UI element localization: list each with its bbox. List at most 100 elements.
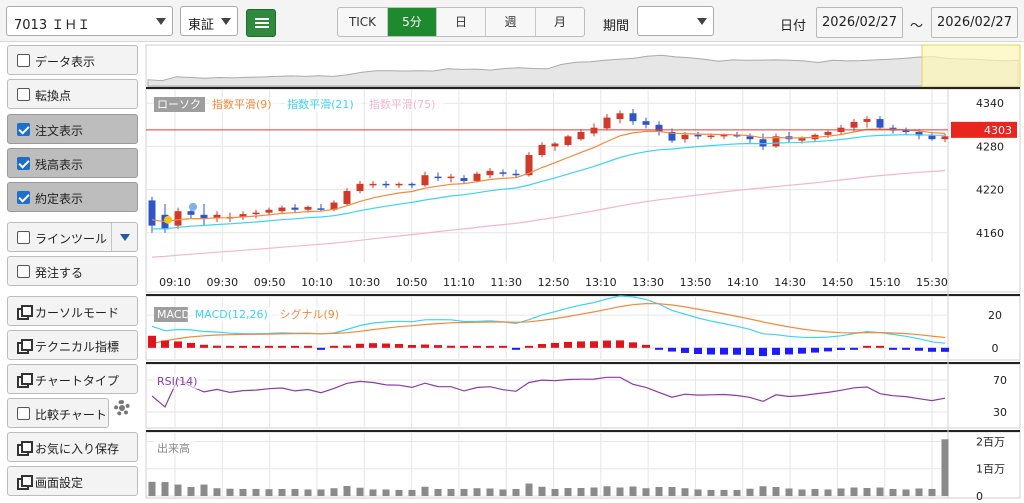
turning-point-toggle[interactable]: 転換点 xyxy=(7,79,138,109)
macd-histogram-bar xyxy=(174,341,182,348)
x-tick-label: 09:50 xyxy=(254,276,286,289)
candle xyxy=(941,136,949,140)
candle xyxy=(148,200,156,226)
side-item-label: 発注する xyxy=(35,266,84,280)
execution-marker[interactable] xyxy=(164,215,172,224)
chevron-down-icon xyxy=(221,18,231,25)
checkbox-checked-icon[interactable] xyxy=(17,191,30,204)
order-display-toggle[interactable]: 注文表示 xyxy=(7,114,138,144)
volume-legend-label: 出来高 xyxy=(157,441,190,455)
checkbox-checked-icon[interactable] xyxy=(17,123,30,136)
interval-5min-button[interactable]: 5分 xyxy=(388,8,437,36)
date-from-input[interactable]: 2026/02/27 xyxy=(816,7,903,38)
y-tick-label: 4280 xyxy=(976,140,1004,153)
volume-bar xyxy=(486,488,494,496)
volume-bar xyxy=(161,482,169,496)
candle xyxy=(421,175,429,186)
macd-histogram-bar xyxy=(161,340,169,348)
candle xyxy=(174,211,182,226)
chart-type-button[interactable]: チャートタイプ xyxy=(7,364,138,394)
y-tick-label: 70 xyxy=(993,374,1007,387)
macd-histogram-bar xyxy=(746,347,754,356)
cursor-mode-button[interactable]: カーソルモード xyxy=(7,296,138,326)
candle xyxy=(382,183,390,186)
candle xyxy=(876,119,884,128)
chevron-down-icon[interactable] xyxy=(111,223,137,251)
date-to-input[interactable]: 2026/02/27 xyxy=(931,7,1018,38)
navigator-selection[interactable] xyxy=(921,44,1021,88)
interval-week-button[interactable]: 週 xyxy=(486,8,536,36)
side-item-label: ラインツール xyxy=(35,232,108,246)
candle xyxy=(928,135,936,140)
data-display-toggle[interactable]: データ表示 xyxy=(7,45,138,75)
side-item-label: 約定表示 xyxy=(35,192,84,206)
price-legend-box xyxy=(209,97,281,112)
volume-bar xyxy=(590,487,598,496)
window-icon xyxy=(17,475,33,490)
volume-bar xyxy=(252,488,260,496)
checkbox-icon[interactable] xyxy=(17,231,30,244)
technical-indicator-button[interactable]: テクニカル指標 xyxy=(7,330,138,360)
navigator-strip[interactable] xyxy=(145,44,1021,88)
macd-histogram-bar xyxy=(369,343,377,348)
candle xyxy=(863,119,871,122)
volume-bar xyxy=(759,486,767,496)
side-panel: データ表示 転換点 注文表示 残高表示 約定表示 ラインツール 発注する カーソ… xyxy=(0,42,144,503)
macd-histogram-bar xyxy=(811,347,819,353)
candle xyxy=(681,134,689,140)
rsi-panel[interactable] xyxy=(145,363,1021,429)
volume-bar xyxy=(434,488,442,496)
price-panel[interactable] xyxy=(145,88,1021,293)
macd-histogram-bar xyxy=(148,335,156,348)
market-select[interactable]: 東証 xyxy=(180,6,238,36)
interval-tick-button[interactable]: TICK xyxy=(338,8,388,36)
screen-settings-button[interactable]: 画面設定 xyxy=(7,466,138,496)
checkbox-icon[interactable] xyxy=(17,407,30,420)
macd-histogram-bar xyxy=(603,340,611,348)
interval-day-button[interactable]: 日 xyxy=(437,8,486,36)
vol-panel[interactable] xyxy=(145,431,1021,499)
macd-panel[interactable] xyxy=(145,295,1021,361)
gear-icon[interactable] xyxy=(114,400,130,416)
macd-histogram-bar xyxy=(187,342,195,348)
macd-histogram-bar xyxy=(733,347,741,355)
macd-histogram-bar xyxy=(226,345,234,348)
balance-display-toggle[interactable]: 残高表示 xyxy=(7,148,138,178)
period-label: 期間 xyxy=(603,19,630,34)
symbol-select[interactable]: 7013 ＩＨＩ xyxy=(6,6,173,36)
candle xyxy=(343,191,351,204)
volume-bar xyxy=(668,487,676,496)
volume-bar xyxy=(564,487,572,496)
side-item-label: 画面設定 xyxy=(35,476,84,490)
volume-bar xyxy=(187,487,195,496)
list-view-button[interactable] xyxy=(246,9,276,37)
interval-month-button[interactable]: 月 xyxy=(553,15,566,29)
macd-histogram-bar xyxy=(512,347,520,350)
macd-histogram-bar xyxy=(902,347,910,350)
macd-legend-box xyxy=(276,307,348,322)
place-order-toggle[interactable]: 発注する xyxy=(7,256,138,286)
ema21-line xyxy=(152,134,946,230)
candle xyxy=(473,173,481,181)
checkbox-icon[interactable] xyxy=(17,265,30,278)
execution-display-toggle[interactable]: 約定表示 xyxy=(7,182,138,212)
favorite-save-button[interactable]: お気に入り保存 xyxy=(7,432,138,462)
volume-bar xyxy=(655,487,663,496)
volume-bar xyxy=(447,488,455,496)
period-select[interactable] xyxy=(637,6,714,36)
execution-marker[interactable] xyxy=(189,202,197,211)
checkbox-checked-icon[interactable] xyxy=(17,157,30,170)
checkbox-icon[interactable] xyxy=(17,88,30,101)
checkbox-icon[interactable] xyxy=(17,54,30,67)
window-icon xyxy=(17,441,33,456)
candle xyxy=(850,121,858,128)
compare-chart-toggle[interactable]: 比較チャート xyxy=(7,398,109,428)
symbol-value: 7013 ＩＨＩ xyxy=(14,18,91,33)
volume-bar xyxy=(876,487,884,496)
line-tool-toggle[interactable]: ラインツール xyxy=(7,222,138,252)
side-item-label: 転換点 xyxy=(35,89,72,103)
y-tick-label: 20 xyxy=(988,309,1002,322)
volume-bar xyxy=(707,489,715,496)
x-tick-label: 13:10 xyxy=(585,276,617,289)
